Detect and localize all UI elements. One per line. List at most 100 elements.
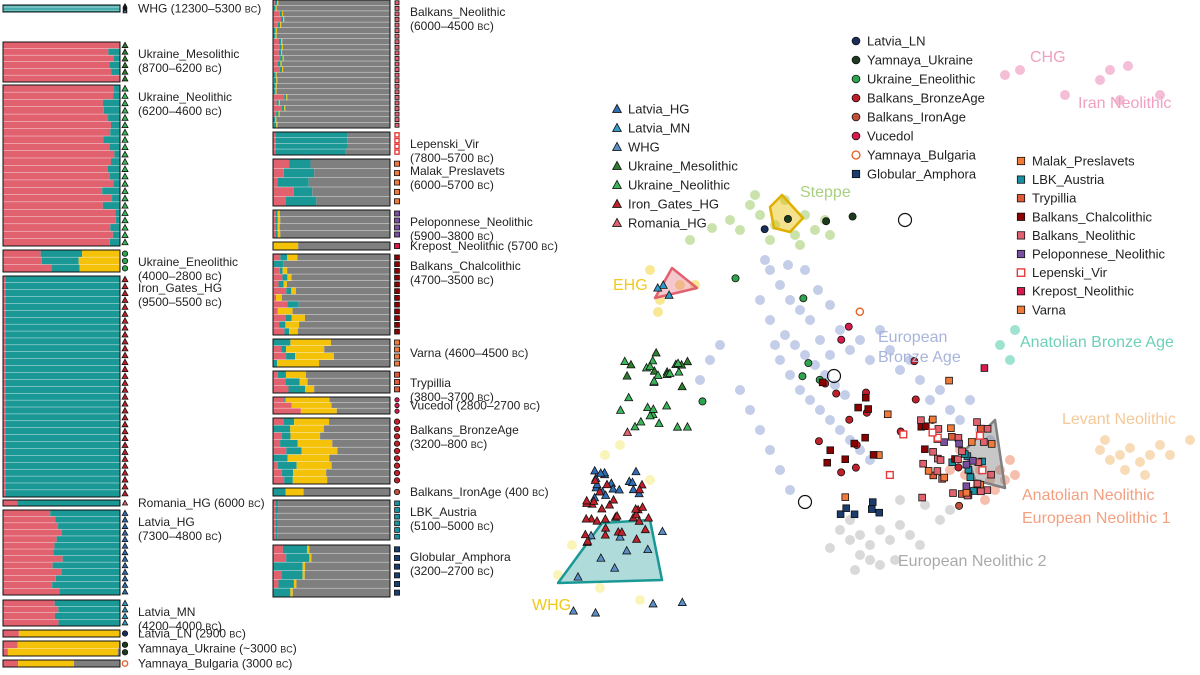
admixture-segment bbox=[273, 38, 279, 45]
pca-point bbox=[614, 484, 624, 494]
admixture-segment bbox=[278, 111, 280, 117]
admixture-segment bbox=[331, 462, 390, 469]
admixture-segment bbox=[17, 500, 120, 506]
reference-point bbox=[835, 325, 845, 335]
pca-point bbox=[924, 467, 933, 475]
pca-point bbox=[911, 395, 920, 404]
pca-point bbox=[841, 455, 850, 464]
admixture-segment bbox=[273, 425, 291, 433]
admixture-block-trypillia bbox=[272, 370, 400, 394]
admixture-segment bbox=[273, 321, 280, 328]
admixture-block-frame bbox=[2, 599, 121, 627]
individual-marker bbox=[394, 89, 400, 95]
individual-marker bbox=[121, 427, 129, 435]
individual-marker bbox=[394, 44, 400, 50]
reference-point bbox=[895, 365, 905, 375]
admixture-segment bbox=[273, 520, 276, 527]
reference-point bbox=[1010, 325, 1020, 335]
reference-point bbox=[845, 535, 855, 545]
admixture-segment bbox=[3, 85, 115, 92]
admixture-segment bbox=[277, 308, 293, 315]
individual-marker bbox=[394, 122, 400, 128]
reference-point bbox=[995, 340, 1005, 350]
pca-point bbox=[832, 389, 841, 398]
reference-point bbox=[795, 305, 805, 315]
admixture-segment bbox=[5, 386, 121, 394]
legend-marker-balkans-chalcolithic bbox=[1016, 212, 1026, 221]
reference-point bbox=[1140, 470, 1150, 480]
admixture-segment bbox=[3, 555, 63, 562]
admixture-segment bbox=[273, 27, 276, 33]
admixture-segment bbox=[291, 314, 305, 322]
admixture-segment bbox=[273, 105, 282, 111]
admixture-segment bbox=[102, 187, 120, 195]
admixture-segment bbox=[5, 483, 121, 490]
admixture-segment bbox=[287, 301, 299, 308]
admixture-segment bbox=[329, 397, 390, 403]
reference-point bbox=[765, 265, 775, 275]
individual-marker bbox=[394, 589, 400, 596]
admixture-block-frame bbox=[2, 84, 121, 247]
admixture-segment bbox=[276, 294, 282, 301]
individual-marker bbox=[394, 254, 400, 261]
admixture-segment bbox=[3, 448, 6, 456]
legend-label-latvia-mn: Latvia_MN bbox=[628, 121, 690, 136]
admixture-segment bbox=[273, 89, 276, 95]
admixture-segment bbox=[113, 180, 120, 188]
legend-marker-yamnaya-ukraine bbox=[851, 55, 861, 65]
admixture-segment bbox=[284, 16, 390, 22]
reference-point bbox=[785, 485, 795, 495]
admixture-segment bbox=[41, 257, 79, 265]
admixture-segment bbox=[311, 553, 390, 562]
admixture-segment bbox=[3, 165, 108, 173]
admixture-segment bbox=[3, 414, 6, 421]
reference-point bbox=[980, 495, 990, 505]
individual-marker bbox=[121, 413, 129, 421]
admixture-segment bbox=[274, 0, 278, 6]
admixture-block-krepost-neolithic bbox=[272, 241, 400, 251]
reference-point bbox=[795, 240, 805, 250]
individual-marker bbox=[121, 316, 129, 324]
admixture-segment bbox=[3, 338, 6, 345]
admixture-segment bbox=[294, 418, 330, 425]
admixture-segment bbox=[107, 165, 120, 173]
admixture-segment bbox=[280, 55, 283, 61]
admixture-segment bbox=[286, 94, 288, 100]
cluster-label-european-neolithic-1: European Neolithic 1 bbox=[1022, 510, 1171, 527]
pca-sample-points bbox=[568, 212, 996, 617]
admixture-segment bbox=[279, 100, 390, 106]
individual-marker bbox=[393, 455, 401, 462]
admixture-segment bbox=[299, 378, 308, 386]
admixture-segment bbox=[276, 77, 278, 84]
legend-marker-globular-amphora bbox=[851, 169, 861, 179]
admixture-segment bbox=[273, 579, 279, 588]
admixture-segment bbox=[3, 630, 19, 637]
admixture-segment bbox=[277, 526, 390, 533]
admixture-segment bbox=[287, 274, 292, 281]
admixture-segment bbox=[283, 260, 390, 268]
reference-point bbox=[567, 540, 577, 550]
reference-point bbox=[765, 235, 775, 245]
admixture-segment bbox=[3, 202, 103, 210]
admixture-segment bbox=[302, 571, 305, 580]
admixture-segment bbox=[103, 106, 120, 114]
admixture-segment bbox=[3, 282, 6, 290]
admixture-segment bbox=[62, 529, 120, 536]
admixture-segment bbox=[281, 38, 283, 45]
admixture-segment bbox=[3, 114, 109, 122]
admixture-segment bbox=[277, 177, 309, 187]
admixture-segment bbox=[5, 407, 121, 414]
admixture-segment bbox=[278, 0, 390, 6]
admixture-segment bbox=[277, 224, 280, 231]
admixture-segment bbox=[273, 328, 285, 335]
admixture-segment bbox=[3, 209, 116, 217]
legend-label-yamnaya-ukraine: Yamnaya_Ukraine bbox=[867, 53, 973, 68]
individual-marker bbox=[121, 618, 129, 626]
admixture-segment bbox=[281, 571, 303, 580]
admixture-segment bbox=[3, 10, 120, 12]
admixture-segment bbox=[305, 385, 315, 393]
pca-point bbox=[973, 418, 981, 426]
individual-marker bbox=[394, 94, 400, 100]
admixture-segment bbox=[5, 455, 121, 463]
admixture-segment bbox=[284, 328, 290, 335]
